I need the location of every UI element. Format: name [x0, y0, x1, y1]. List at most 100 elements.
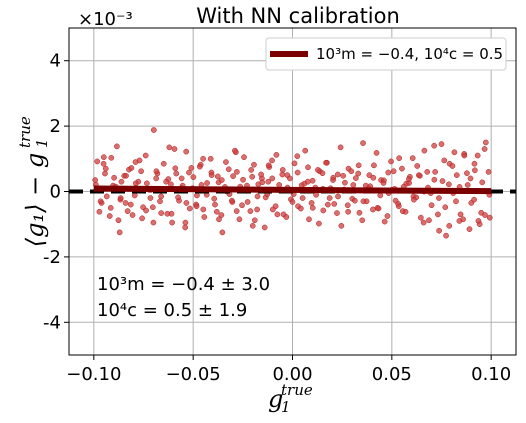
- data-point: [436, 227, 442, 234]
- data-point: [108, 154, 115, 161]
- data-point: [169, 219, 175, 226]
- legend-entry: 10³m = −0.4, 10⁴c = 0.5: [316, 45, 503, 63]
- data-point: [131, 192, 138, 199]
- data-point: [118, 178, 125, 185]
- data-point: [102, 165, 109, 172]
- data-point: [168, 210, 175, 217]
- data-point: [232, 147, 238, 154]
- data-point: [240, 176, 246, 183]
- data-point: [315, 167, 321, 173]
- data-point: [441, 157, 448, 164]
- data-point: [233, 208, 240, 214]
- data-point: [107, 205, 114, 211]
- data-point: [132, 180, 139, 187]
- data-point: [464, 182, 471, 188]
- data-point: [160, 160, 167, 167]
- data-point: [207, 155, 214, 162]
- data-point: [309, 205, 316, 211]
- data-point: [200, 206, 207, 213]
- data-point: [319, 170, 326, 177]
- data-point: [102, 170, 108, 177]
- data-point: [456, 218, 463, 224]
- data-point: [272, 203, 279, 210]
- x-tick-label: −0.10: [66, 364, 121, 385]
- data-point: [426, 217, 432, 224]
- svg-text:true: true: [16, 116, 34, 148]
- data-point: [308, 200, 315, 206]
- data-point: [291, 160, 298, 167]
- data-point: [248, 167, 255, 173]
- data-point: [476, 221, 483, 228]
- data-point: [416, 172, 422, 178]
- data-point: [158, 210, 165, 216]
- y-tick-label: 0: [50, 182, 61, 203]
- data-point: [149, 204, 156, 211]
- data-point: [350, 182, 357, 188]
- data-point: [97, 198, 104, 205]
- trend-lines: [69, 185, 516, 195]
- data-point: [244, 199, 251, 205]
- data-point: [211, 195, 218, 202]
- data-point: [183, 200, 190, 206]
- data-point: [196, 163, 203, 170]
- chart-title: With NN calibration: [196, 4, 400, 28]
- data-point: [171, 146, 178, 152]
- data-point: [461, 152, 468, 159]
- data-point: [338, 222, 345, 229]
- data-point: [402, 208, 409, 215]
- data-point: [144, 180, 150, 187]
- data-point: [230, 173, 236, 179]
- data-point: [213, 208, 220, 215]
- data-point: [103, 193, 110, 200]
- data-point: [431, 176, 438, 183]
- data-point: [451, 149, 458, 156]
- data-point: [218, 177, 225, 183]
- data-point: [302, 147, 309, 154]
- data-point: [265, 162, 272, 169]
- data-point: [342, 179, 348, 186]
- data-point: [182, 219, 189, 226]
- x-tick-label: −0.05: [166, 364, 221, 385]
- data-point: [482, 212, 488, 218]
- y-scale-label: ×10⁻³: [78, 9, 133, 30]
- x-axis-ticks: −0.10 −0.05 0.00 0.05 0.10: [66, 355, 511, 385]
- data-point: [117, 195, 124, 201]
- data-point: [443, 232, 449, 239]
- data-point: [384, 213, 391, 219]
- data-point: [439, 178, 446, 184]
- data-point: [100, 154, 107, 161]
- fit-line: [93, 185, 492, 195]
- svg-text:1: 1: [33, 138, 51, 148]
- data-point: [186, 169, 192, 176]
- data-point: [269, 175, 276, 182]
- svg-text:⟨g₁⟩ − g: ⟨g₁⟩ − g: [21, 153, 49, 247]
- data-point: [373, 150, 380, 156]
- data-point: [127, 201, 134, 208]
- data-point: [474, 152, 481, 159]
- data-point: [420, 219, 427, 226]
- data-point: [481, 146, 488, 152]
- data-point: [182, 224, 189, 231]
- data-point: [216, 216, 222, 223]
- data-point: [299, 195, 306, 201]
- data-point: [309, 177, 316, 184]
- data-point: [204, 180, 210, 186]
- data-point: [212, 201, 218, 208]
- data-point: [150, 219, 157, 226]
- data-point: [172, 165, 179, 172]
- data-point: [396, 155, 403, 161]
- data-point: [194, 192, 200, 199]
- data-point: [457, 211, 464, 218]
- data-point: [304, 178, 311, 185]
- data-point: [340, 172, 347, 179]
- data-point: [479, 179, 486, 186]
- data-point: [124, 208, 131, 214]
- annotation-c: 10⁴c = 0.5 ± 1.9: [97, 300, 247, 321]
- data-point: [306, 216, 312, 223]
- data-point: [446, 181, 452, 188]
- data-point: [431, 142, 437, 149]
- data-point: [96, 208, 103, 215]
- data-point: [424, 169, 431, 175]
- data-point: [150, 127, 157, 133]
- data-point: [438, 141, 445, 147]
